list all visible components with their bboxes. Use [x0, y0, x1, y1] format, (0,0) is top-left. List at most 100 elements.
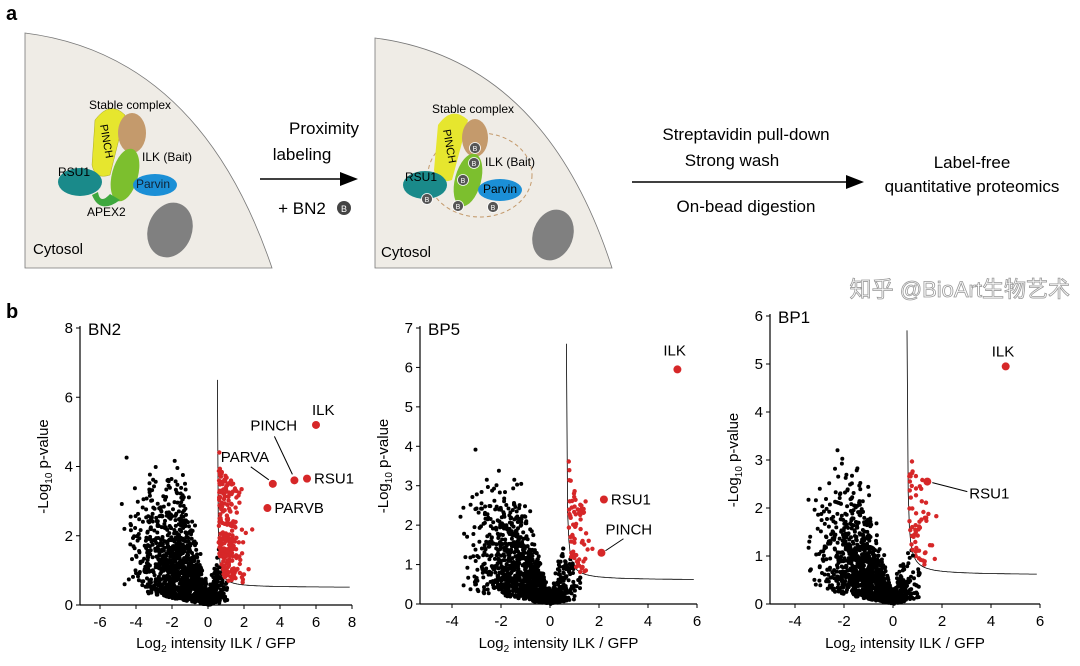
point	[844, 589, 849, 594]
point	[894, 593, 899, 597]
partner-shape	[118, 113, 146, 153]
point	[497, 490, 502, 495]
significant-point	[913, 523, 918, 528]
point	[163, 518, 167, 523]
point	[534, 551, 539, 555]
point	[170, 580, 175, 585]
point	[131, 544, 136, 549]
point	[199, 594, 204, 599]
labeled-point-parvb	[263, 504, 272, 513]
label-leader	[273, 436, 293, 475]
point	[572, 588, 577, 593]
point	[502, 545, 507, 550]
point	[487, 544, 492, 549]
significant-point	[580, 564, 585, 570]
significant-point	[932, 556, 937, 562]
point	[879, 560, 884, 565]
point	[549, 589, 553, 594]
point	[192, 571, 197, 576]
significant-point	[240, 580, 245, 585]
point	[896, 584, 901, 589]
x-tick-label: -4	[788, 613, 801, 630]
point	[142, 543, 147, 548]
point	[905, 564, 910, 569]
point-label: RSU1	[969, 486, 1009, 503]
significant-point	[907, 506, 912, 511]
biotin-badge-label: B	[341, 204, 347, 214]
point	[150, 519, 155, 524]
point	[560, 591, 565, 596]
point	[530, 542, 535, 547]
point	[502, 554, 507, 559]
significant-point	[567, 468, 572, 473]
point	[533, 588, 538, 593]
point	[520, 556, 525, 561]
point	[832, 568, 837, 573]
point	[194, 562, 199, 567]
significant-point	[578, 517, 583, 522]
significant-point	[569, 539, 574, 544]
point	[904, 591, 909, 596]
point	[519, 481, 524, 486]
point	[860, 555, 865, 560]
point	[463, 555, 468, 560]
point	[853, 569, 858, 574]
point	[562, 599, 566, 604]
point	[490, 488, 495, 493]
point	[521, 572, 526, 576]
apex2-shape	[92, 192, 120, 207]
y-axis-label: -Log10 p-value	[375, 419, 395, 514]
y-axis-label-part: 10	[734, 466, 745, 478]
point	[839, 554, 843, 559]
point	[867, 558, 872, 563]
point	[518, 516, 522, 521]
point	[144, 496, 149, 501]
point	[151, 477, 156, 482]
point	[151, 586, 156, 591]
point	[511, 524, 516, 529]
point	[132, 534, 137, 539]
point	[824, 534, 828, 539]
point	[213, 592, 217, 597]
point	[857, 556, 862, 561]
significant-point	[239, 487, 244, 492]
point	[185, 546, 190, 551]
point	[498, 540, 502, 545]
point	[166, 479, 171, 484]
point	[904, 579, 909, 584]
x-axis-label: Log2 intensity ILK / GFP	[479, 635, 639, 655]
point	[534, 559, 539, 564]
point-label: ILK	[312, 402, 335, 419]
point	[212, 571, 217, 576]
point	[176, 534, 181, 539]
significant-point	[908, 527, 913, 533]
point	[846, 582, 851, 587]
point	[193, 575, 198, 580]
point	[868, 516, 873, 521]
point	[484, 553, 489, 558]
point	[863, 595, 868, 600]
significant-point	[910, 469, 915, 474]
significant-point	[577, 557, 582, 562]
significant-point	[237, 570, 243, 576]
point	[126, 577, 131, 582]
protein-points	[806, 448, 939, 606]
y-tick-label: 2	[405, 517, 413, 534]
significant-point	[924, 515, 929, 520]
point	[503, 585, 508, 590]
point	[132, 486, 137, 491]
point	[501, 567, 506, 572]
point	[182, 583, 187, 588]
point	[172, 588, 177, 593]
significant-point	[910, 547, 915, 552]
significant-point	[218, 512, 223, 517]
biotin-badge-icon	[468, 157, 480, 169]
significant-point	[236, 540, 241, 545]
point	[522, 550, 527, 555]
point	[873, 548, 877, 553]
point	[152, 484, 156, 489]
point	[485, 517, 490, 522]
point	[873, 579, 878, 584]
